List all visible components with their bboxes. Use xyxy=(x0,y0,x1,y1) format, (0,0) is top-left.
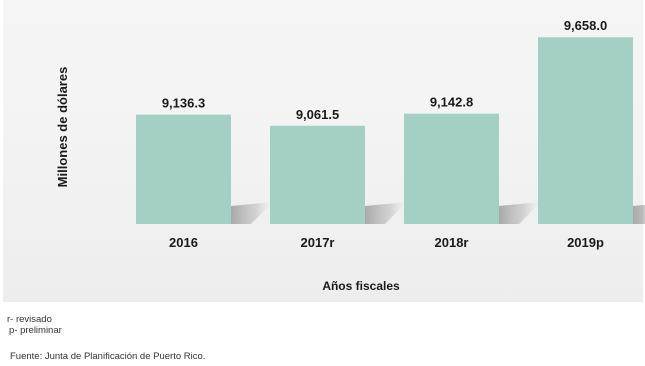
x-tick-label: 2016 xyxy=(169,235,198,250)
bar-shadow xyxy=(365,202,407,224)
bar-value-label: 9,658.0 xyxy=(564,18,607,33)
bar-2017r xyxy=(270,125,365,224)
note-preliminary: p- preliminar xyxy=(9,325,62,336)
source-note: Fuente: Junta de Planificación de Puerto… xyxy=(10,351,206,362)
x-tick-label: 2019p xyxy=(567,235,604,250)
footnotes: r- revisado p- preliminar xyxy=(7,314,62,336)
x-tick-label: 2018r xyxy=(435,235,469,250)
bar-shadow xyxy=(633,204,645,224)
y-axis-label: Millones de dólares xyxy=(55,67,70,188)
bar-shadow xyxy=(499,202,541,224)
bar-value-label: 9,136.3 xyxy=(162,96,205,111)
bar-value-label: 9,061.5 xyxy=(296,107,339,122)
note-revised: r- revisado xyxy=(7,314,52,325)
bar-shadow xyxy=(231,202,273,224)
bar-2018r xyxy=(404,113,499,224)
x-tick-label: 2017r xyxy=(301,235,335,250)
bar-2019p xyxy=(538,37,633,225)
bar-value-label: 9,142.8 xyxy=(430,95,473,110)
bar-chart: 9,136.3 9,061.5 9,142.8 9,658.0 2016 2017r 20… xyxy=(55,18,645,293)
x-axis-label: Años fiscales xyxy=(322,279,400,293)
bar-2016 xyxy=(136,114,231,224)
